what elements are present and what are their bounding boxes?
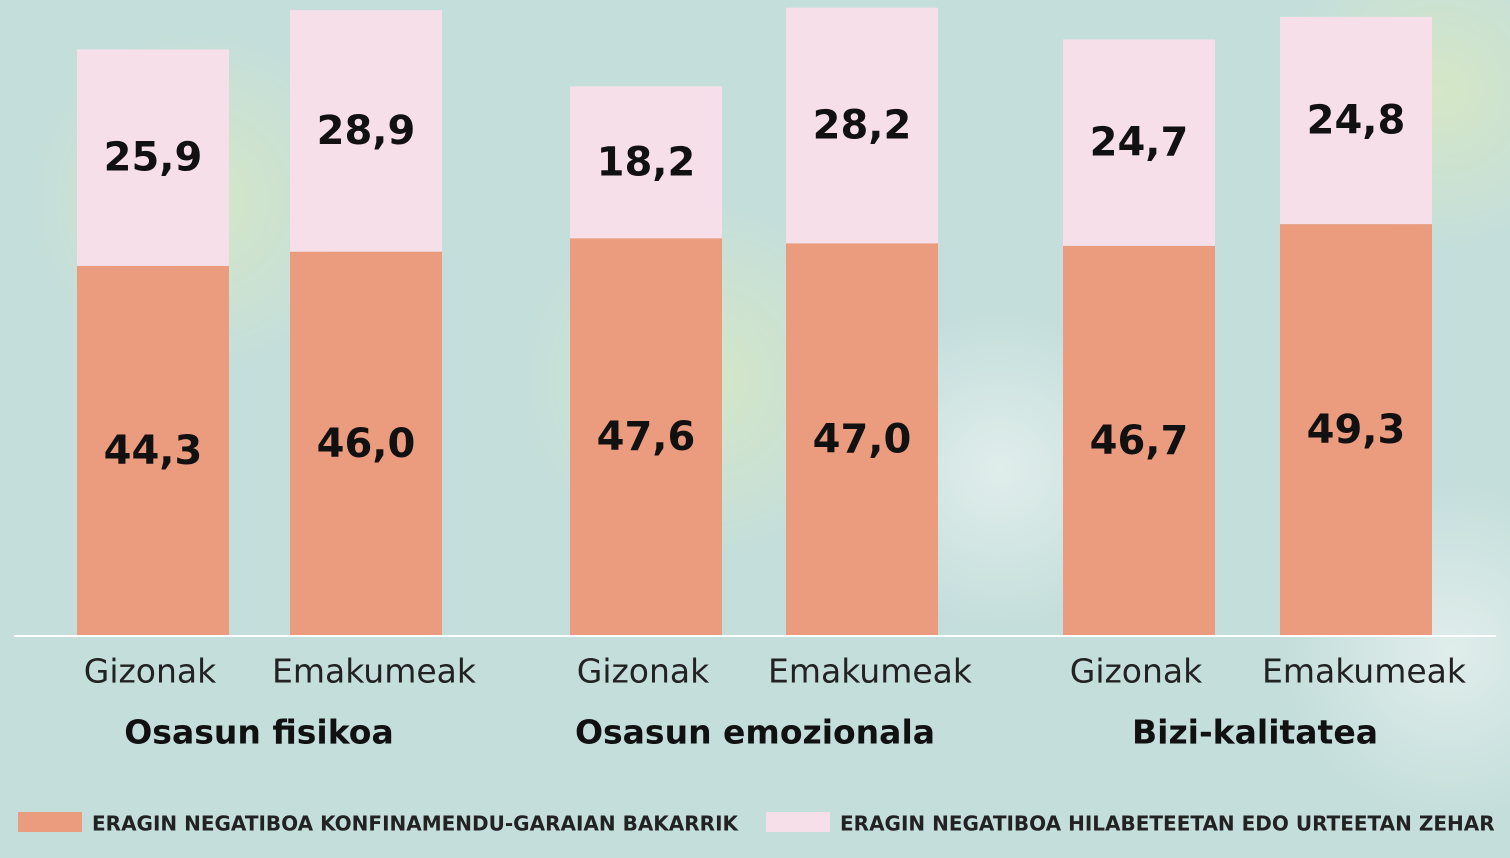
value-label: 24,7 <box>1090 120 1189 166</box>
group-label: Osasun emozionala <box>575 713 935 752</box>
x-tick-label: Emakumeak <box>272 652 477 691</box>
bar-segment <box>570 238 722 636</box>
bar-segment <box>1280 16 1432 225</box>
value-label: 28,2 <box>813 102 912 148</box>
value-label: 24,8 <box>1307 97 1406 143</box>
x-tick-label: Gizonak <box>1070 652 1203 691</box>
bar-segment <box>77 265 229 636</box>
value-label: 47,0 <box>813 417 912 463</box>
bar-segment <box>290 251 442 636</box>
group-label: Bizi-kalitatea <box>1132 713 1378 752</box>
bar-segment <box>290 10 442 252</box>
value-label: 46,0 <box>317 421 416 467</box>
bar-segment <box>570 86 722 239</box>
legend-label: ERAGIN NEGATIBOA HILABETEETAN EDO URTEET… <box>840 812 1495 836</box>
value-label: 18,2 <box>597 139 696 185</box>
bar-segment <box>1063 39 1215 246</box>
x-tick-label: Gizonak <box>84 652 217 691</box>
bar-segment <box>77 49 229 266</box>
value-label: 49,3 <box>1307 407 1406 453</box>
legend-swatch <box>766 812 830 832</box>
group-label: Osasun fisikoa <box>124 713 394 752</box>
x-tick-label: Emakumeak <box>768 652 973 691</box>
x-tick-label: Emakumeak <box>1262 652 1467 691</box>
value-label: 47,6 <box>597 414 696 460</box>
bar-segment <box>786 7 938 244</box>
legend-label: ERAGIN NEGATIBOA KONFINAMENDU-GARAIAN BA… <box>92 812 740 836</box>
plot <box>77 7 1432 637</box>
value-label: 28,9 <box>317 108 416 154</box>
bar-segment <box>786 243 938 637</box>
x-tick-label: Gizonak <box>577 652 710 691</box>
value-label: 44,3 <box>104 428 203 474</box>
bar-segment <box>1063 245 1215 636</box>
value-label: 25,9 <box>104 135 203 181</box>
bar-segment <box>1280 224 1432 637</box>
legend-swatch <box>18 812 82 832</box>
value-label: 46,7 <box>1090 418 1189 464</box>
